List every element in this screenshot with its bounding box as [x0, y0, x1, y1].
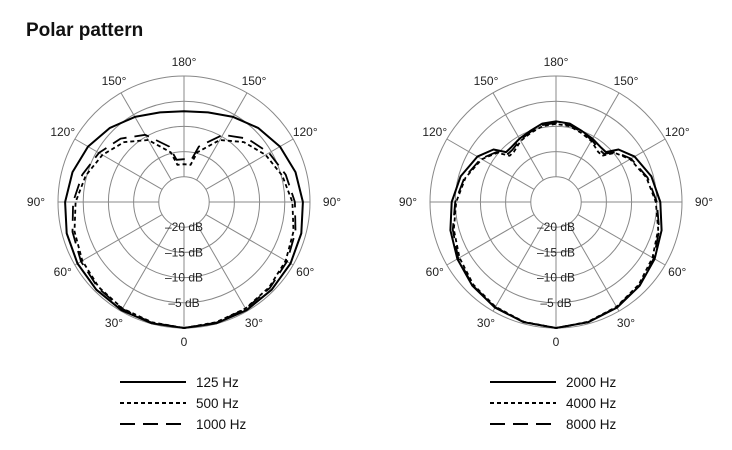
- db-label: –15 dB: [165, 245, 203, 259]
- legend: 125 Hz 500 Hz 1000 Hz: [120, 375, 247, 432]
- angle-label: 30°: [245, 316, 263, 330]
- legend-label: 2000 Hz: [566, 375, 617, 390]
- angle-label: 60°: [54, 265, 72, 279]
- angle-label: 150°: [242, 74, 267, 88]
- grid-spoke: [205, 138, 294, 190]
- angle-label: 60°: [426, 265, 444, 279]
- series-line-2000hz: [449, 120, 663, 329]
- grid-spoke: [196, 92, 248, 181]
- grid-spoke: [568, 223, 620, 312]
- angle-label: 0: [553, 335, 560, 349]
- series-line-8000hz: [451, 122, 661, 329]
- angle-label: 90°: [27, 195, 45, 209]
- polar-grid: [429, 75, 683, 329]
- angle-label: 120°: [50, 125, 75, 139]
- angle-label: 180°: [172, 55, 197, 69]
- angle-label: 120°: [293, 125, 318, 139]
- polar-chart-1: 180° 150° 150° 120° 120° 90° 90° 60° 60° 30° 30° 0 –…: [27, 55, 341, 432]
- legend-label: 125 Hz: [196, 375, 239, 390]
- legend-label: 8000 Hz: [566, 417, 617, 432]
- db-label: –5 dB: [540, 296, 571, 310]
- angle-label: 120°: [665, 125, 690, 139]
- angle-label: 30°: [105, 316, 123, 330]
- grid-spoke: [492, 223, 544, 312]
- angle-label: 30°: [477, 316, 495, 330]
- angle-label: 30°: [617, 316, 635, 330]
- grid-spoke: [446, 214, 535, 266]
- polar-chart-2: 180° 150° 150° 120° 120° 90° 90° 60° 60° 30° 30° 0 –…: [399, 55, 713, 432]
- grid-spoke: [74, 138, 163, 190]
- grid-spoke: [446, 138, 535, 190]
- db-label: –20 dB: [537, 220, 575, 234]
- angle-label: 60°: [668, 265, 686, 279]
- legend: 2000 Hz 4000 Hz 8000 Hz: [490, 375, 617, 432]
- db-label: –20 dB: [165, 220, 203, 234]
- grid-spoke: [74, 214, 163, 266]
- angle-label: 90°: [399, 195, 417, 209]
- grid-spoke: [205, 214, 294, 266]
- series-line-1000hz: [71, 133, 297, 329]
- polar-grid: [57, 75, 311, 329]
- angle-label: 150°: [102, 74, 127, 88]
- db-label: –10 dB: [165, 271, 203, 285]
- angle-label: 90°: [695, 195, 713, 209]
- grid-spoke: [120, 92, 172, 181]
- angle-label: 60°: [296, 265, 314, 279]
- angle-label: 150°: [614, 74, 639, 88]
- angle-label: 90°: [323, 195, 341, 209]
- grid-spoke: [568, 92, 620, 181]
- page-title: Polar pattern: [26, 20, 144, 41]
- legend-label: 500 Hz: [196, 396, 239, 411]
- grid-spoke: [577, 138, 666, 190]
- grid-spoke: [120, 223, 172, 312]
- angle-label: 120°: [422, 125, 447, 139]
- series-line-125hz: [64, 110, 304, 329]
- legend-label: 1000 Hz: [196, 417, 247, 432]
- legend-label: 4000 Hz: [566, 396, 617, 411]
- db-label: –15 dB: [537, 245, 575, 259]
- angle-label: 0: [181, 335, 188, 349]
- angle-label: 180°: [544, 55, 569, 69]
- db-label: –5 dB: [168, 296, 199, 310]
- grid-spoke: [492, 92, 544, 181]
- series-line-500hz: [73, 139, 295, 329]
- db-label: –10 dB: [537, 271, 575, 285]
- angle-label: 150°: [474, 74, 499, 88]
- grid-spoke: [196, 223, 248, 312]
- grid-spoke: [577, 214, 666, 266]
- series-line-4000hz: [452, 123, 660, 329]
